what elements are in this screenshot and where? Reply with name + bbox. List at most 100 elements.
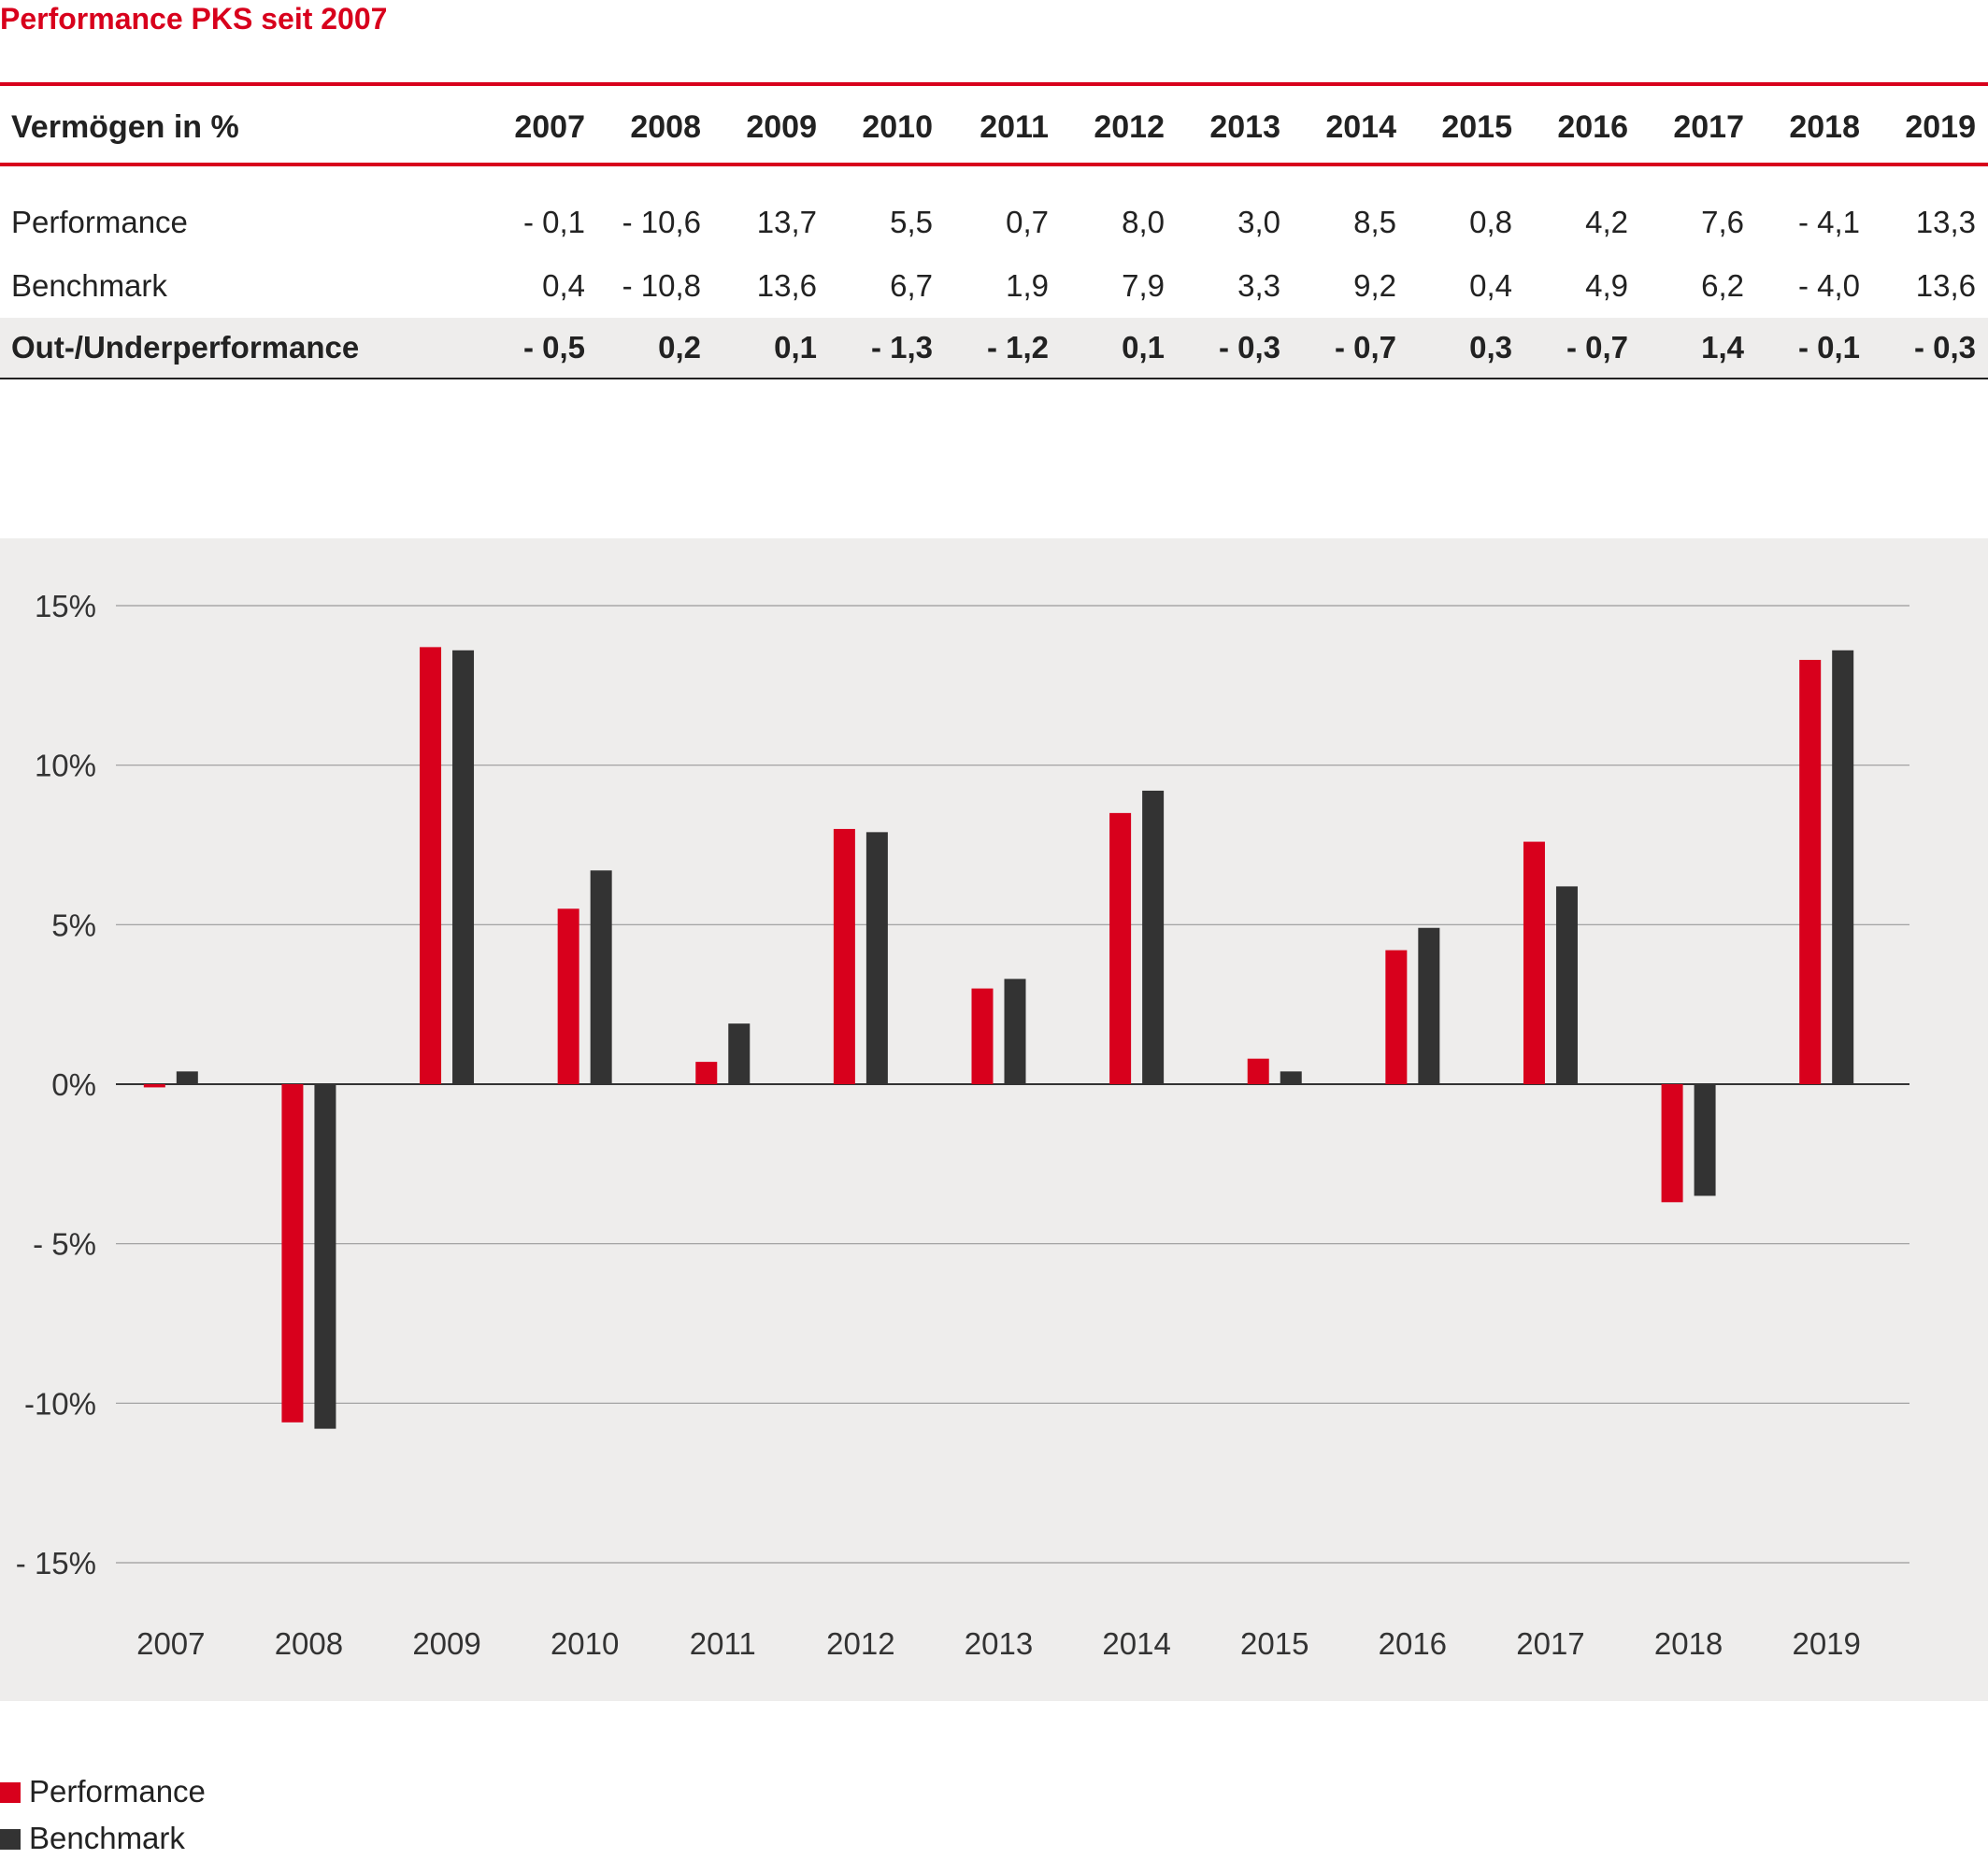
- table-cell: 13,7: [756, 205, 817, 239]
- table-cell: 7,9: [1122, 268, 1165, 303]
- table-header-row: Vermögen in % 2007 2008 2009 2010 2011 2012 20…: [0, 97, 1988, 157]
- table-cell: 13,6: [1915, 268, 1976, 303]
- table-cell: 9,2: [1353, 268, 1396, 303]
- y-tick-label: 10%: [35, 749, 96, 783]
- y-tick-label: 5%: [51, 908, 96, 942]
- table-cell: 0,1: [1122, 330, 1165, 365]
- bar-performance-2016: [1385, 950, 1408, 1084]
- bar-performance-2010: [557, 908, 579, 1084]
- bar-performance-2012: [833, 828, 855, 1084]
- bar-benchmark-2010: [590, 870, 612, 1084]
- table-cell: 13,3: [1915, 205, 1976, 239]
- table-cell: 6,2: [1701, 268, 1744, 303]
- table-cell: - 0,7: [1334, 330, 1396, 365]
- table-cell: 8,0: [1122, 205, 1165, 239]
- bar-performance-2011: [695, 1062, 718, 1084]
- table-cell: - 0,3: [1218, 330, 1280, 365]
- bar-benchmark-2008: [314, 1084, 336, 1429]
- y-tick-label: - 5%: [33, 1227, 96, 1262]
- table-cell: - 10,8: [622, 268, 701, 303]
- table-cell: 8,5: [1353, 205, 1396, 239]
- bar-performance-2014: [1109, 812, 1132, 1084]
- row-label: Out-/Underperformance: [11, 330, 360, 365]
- table-cell: 2011: [980, 109, 1049, 145]
- x-tick-label: 2008: [275, 1626, 343, 1661]
- table-cell: 4,2: [1585, 205, 1628, 239]
- bar-benchmark-2015: [1280, 1071, 1302, 1084]
- table-cell: - 10,6: [622, 205, 701, 239]
- x-tick-label: 2014: [1102, 1626, 1170, 1661]
- bar-benchmark-2012: [865, 832, 888, 1084]
- bar-benchmark-2016: [1418, 927, 1440, 1084]
- legend-label: Benchmark: [29, 1821, 185, 1855]
- bar-benchmark-2013: [1004, 979, 1026, 1084]
- table-cell: - 0,7: [1566, 330, 1628, 365]
- bar-performance-2013: [971, 988, 994, 1084]
- table-cell: 13,6: [756, 268, 817, 303]
- table-cell: 2013: [1209, 109, 1280, 145]
- table-cell: - 4,0: [1797, 268, 1860, 303]
- table-cell: 2015: [1441, 109, 1512, 145]
- bar-performance-2015: [1247, 1058, 1269, 1084]
- x-tick-label: 2011: [690, 1626, 756, 1661]
- table-cell: 5,5: [890, 205, 933, 239]
- table-cell: 2017: [1673, 109, 1744, 145]
- legend-swatch-performance: [0, 1782, 21, 1803]
- bar-performance-2018: [1661, 1084, 1683, 1203]
- table-cell: 6,7: [890, 268, 933, 303]
- y-tick-label: 15%: [35, 589, 96, 623]
- x-tick-label: 2018: [1654, 1626, 1723, 1661]
- table-bottom-rule: [0, 378, 1988, 379]
- table-cell: - 1,2: [986, 330, 1049, 365]
- table-cell: 2014: [1325, 109, 1396, 145]
- bar-benchmark-2014: [1142, 790, 1165, 1084]
- x-tick-label: 2016: [1379, 1626, 1447, 1661]
- table-cell: 2012: [1094, 109, 1165, 145]
- table-cell: 0,4: [542, 268, 585, 303]
- y-tick-label: -10%: [24, 1386, 96, 1421]
- bar-benchmark-2009: [452, 650, 475, 1084]
- x-tick-label: 2013: [965, 1626, 1033, 1661]
- legend-swatch-benchmark: [0, 1829, 21, 1850]
- table-cell: - 0,1: [522, 205, 585, 239]
- x-tick-label: 2009: [412, 1626, 480, 1661]
- bar-benchmark-2007: [176, 1071, 198, 1084]
- x-tick-label: 2007: [136, 1626, 205, 1661]
- row-label: Benchmark: [11, 268, 167, 303]
- table-cell: 0,1: [774, 330, 817, 365]
- table-cell: 2008: [630, 109, 701, 145]
- table-cell: - 0,5: [522, 330, 585, 365]
- table-cell: 2018: [1789, 109, 1860, 145]
- table-cell: 0,4: [1469, 268, 1512, 303]
- row-label: Performance: [11, 205, 188, 239]
- table-cell: 0,3: [1469, 330, 1512, 365]
- table-cell: - 0,3: [1913, 330, 1976, 365]
- x-tick-label: 2012: [826, 1626, 894, 1661]
- table-cell: 0,8: [1469, 205, 1512, 239]
- table-cell: 3,0: [1237, 205, 1280, 239]
- table-cell: 0,7: [1006, 205, 1049, 239]
- table-cell: 2007: [514, 109, 585, 145]
- chart-panel: 15% 10% 5% 0% - 5% -10% - 15% 2007 2008 2009 2010 2…: [0, 538, 1988, 1701]
- legend-label: Performance: [29, 1774, 206, 1809]
- table-cell: - 4,1: [1797, 205, 1860, 239]
- table-cell: - 0,1: [1797, 330, 1860, 365]
- table-cell: 2009: [746, 109, 817, 145]
- table-row-benchmark: Benchmark 0,4 - 10,8 13,6 6,7 1,9 7,9 3,3 9,2 0,…: [0, 256, 1988, 316]
- bar-performance-2007: [143, 1084, 165, 1088]
- bar-performance-2019: [1799, 660, 1822, 1084]
- table-cell: 1,9: [1006, 268, 1049, 303]
- bar-performance-2017: [1523, 841, 1545, 1084]
- y-tick-label: - 15%: [16, 1546, 96, 1580]
- table-cell: 2010: [862, 109, 933, 145]
- y-tick-label: 0%: [51, 1067, 96, 1102]
- bar-benchmark-2019: [1832, 650, 1854, 1084]
- bar-benchmark-2018: [1694, 1084, 1716, 1196]
- bar-performance-2009: [420, 647, 442, 1084]
- bar-benchmark-2017: [1555, 886, 1578, 1084]
- table-cell: 7,6: [1701, 205, 1744, 239]
- bar-performance-2008: [281, 1084, 304, 1423]
- table-cell: 3,3: [1237, 268, 1280, 303]
- x-tick-label: 2015: [1240, 1626, 1309, 1661]
- table-cell: - 1,3: [870, 330, 933, 365]
